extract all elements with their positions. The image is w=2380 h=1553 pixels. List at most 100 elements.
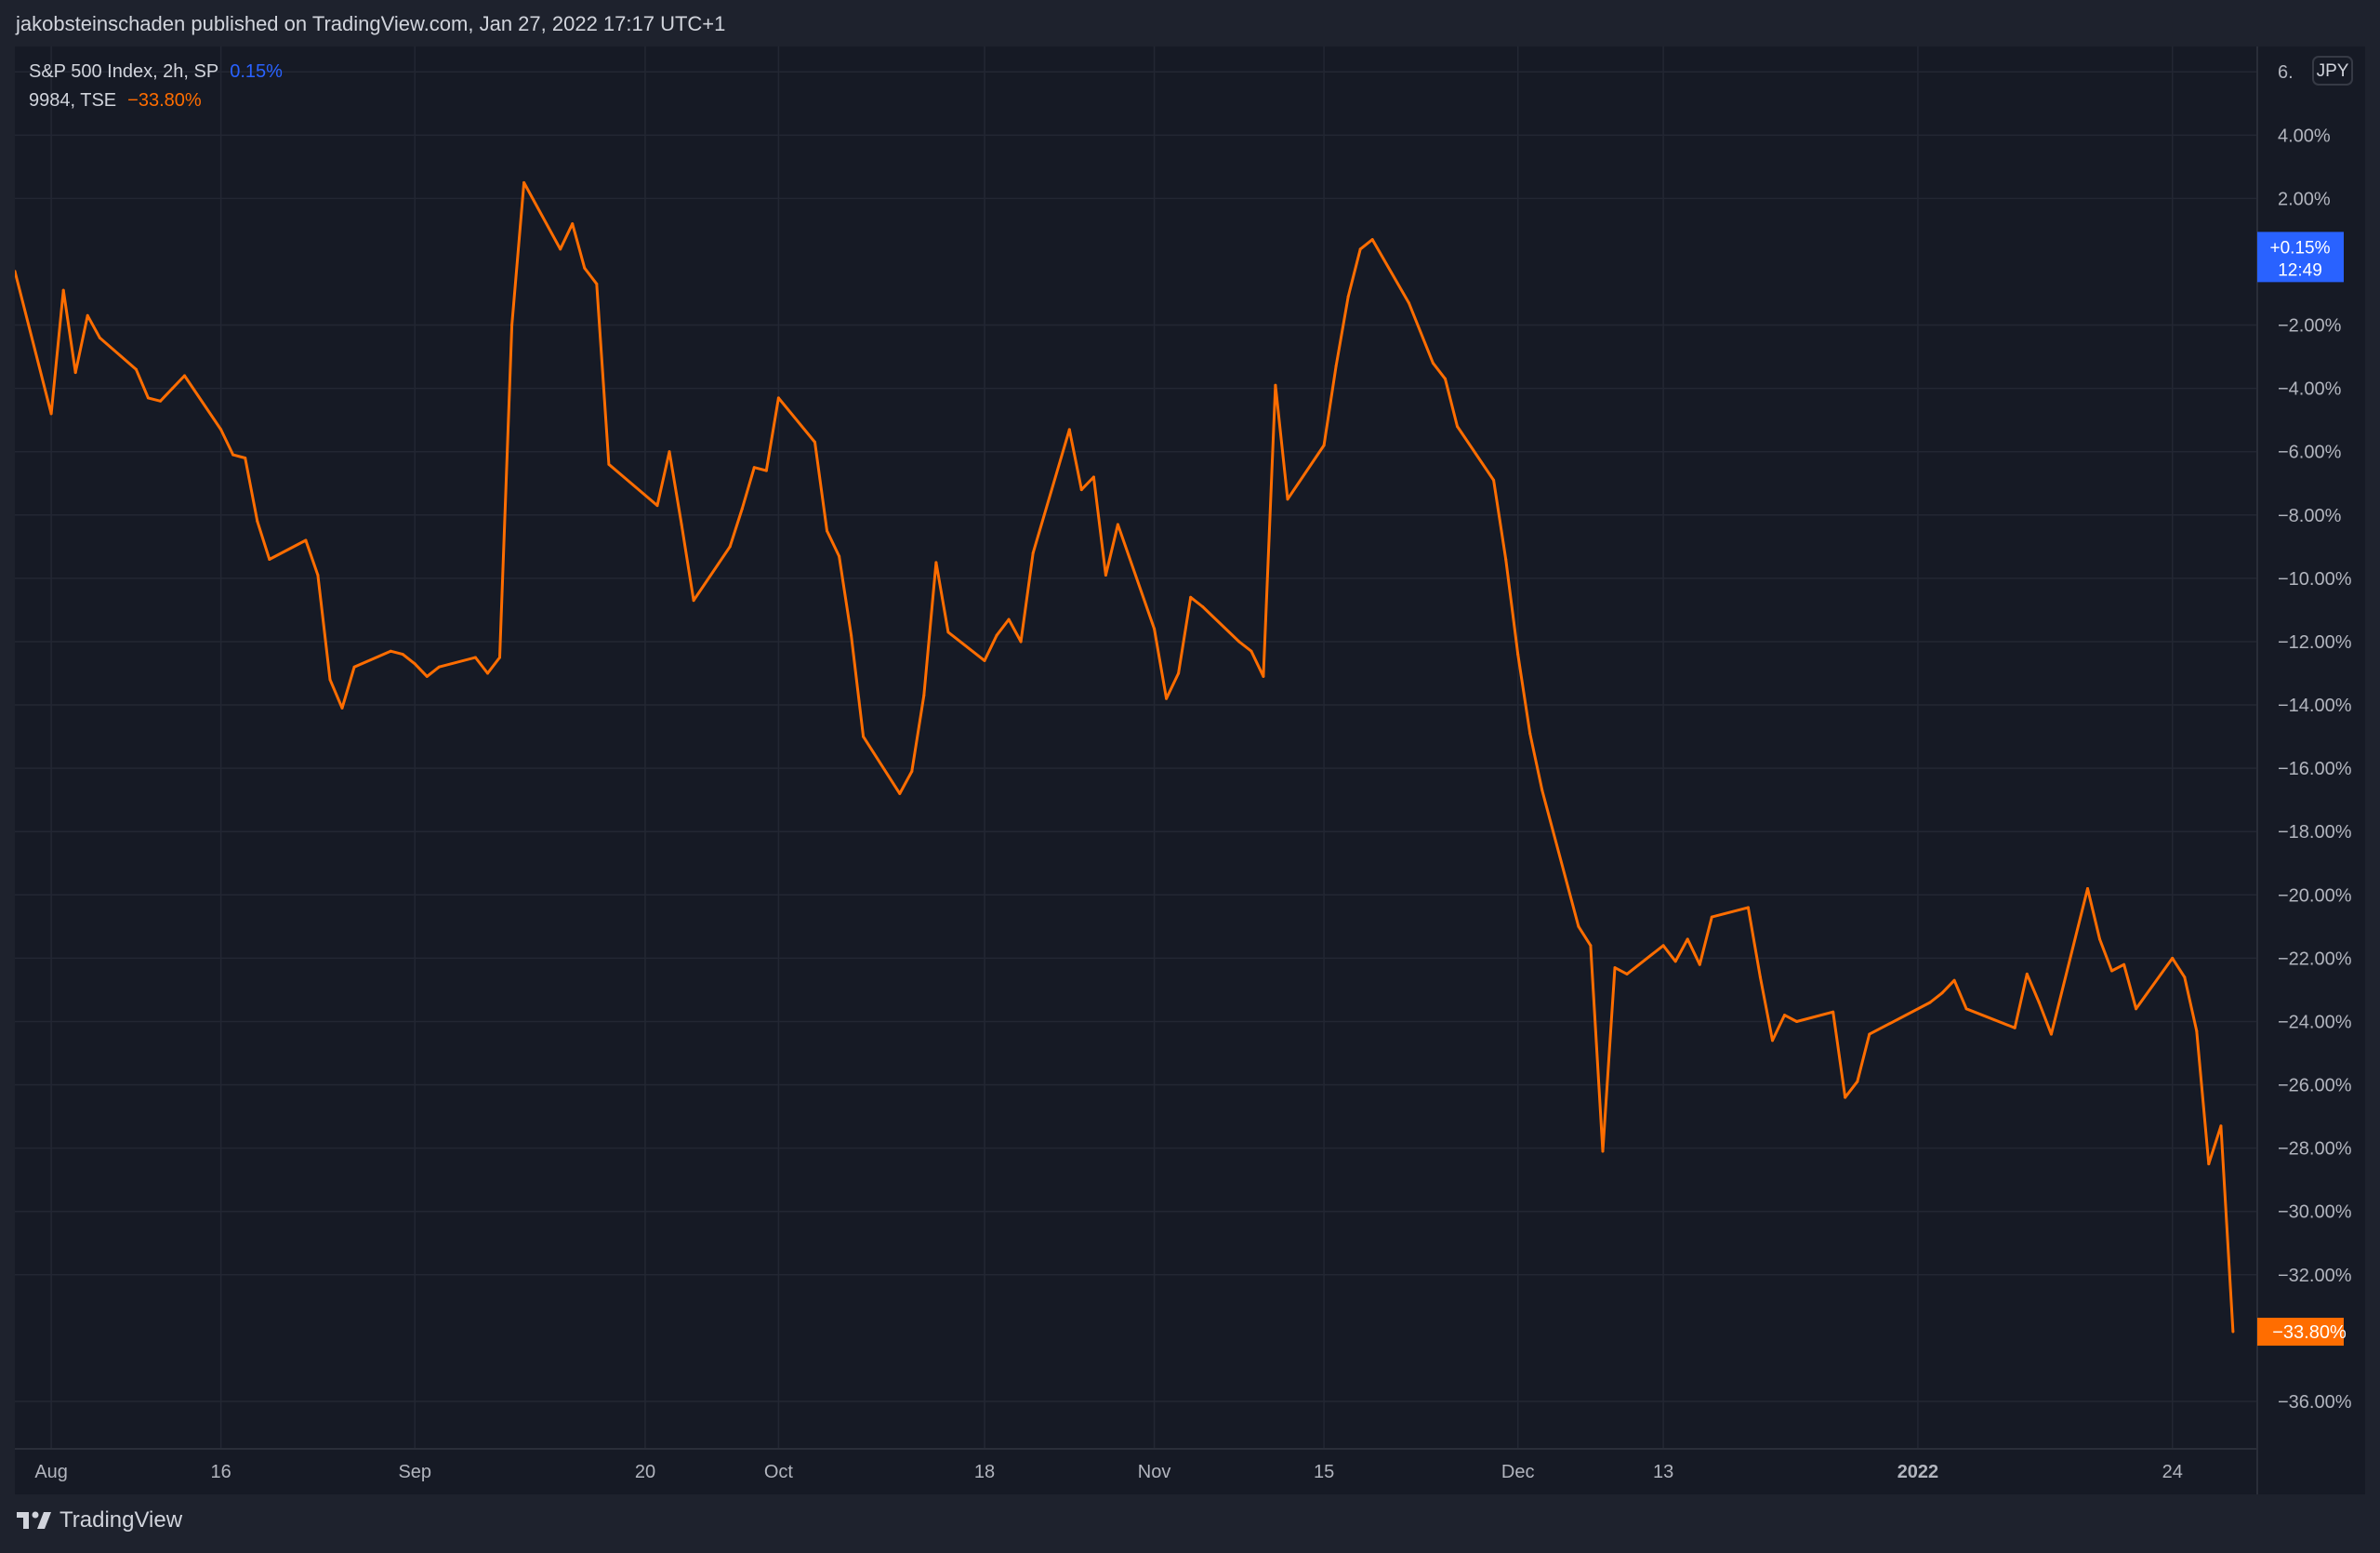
series-point <box>2110 969 2113 973</box>
currency-button-bg <box>2312 56 2353 86</box>
series-point <box>2098 937 2101 941</box>
series-point <box>946 630 950 634</box>
tradingview-logo-icon <box>17 1511 51 1529</box>
series-point <box>183 374 186 378</box>
series-point <box>1346 295 1350 299</box>
series-point <box>983 658 986 662</box>
series-point <box>2122 962 2126 966</box>
series-point <box>2195 1029 2199 1033</box>
series-point <box>2037 1001 2041 1004</box>
series-point <box>1771 1039 1774 1042</box>
series-point <box>1844 1095 1847 1099</box>
series-point <box>231 453 235 457</box>
tradingview-brand: TradingView <box>60 1507 183 1533</box>
series-point <box>607 462 611 466</box>
series-point <box>244 457 247 459</box>
series-point <box>1964 1007 1968 1011</box>
price-axis: 6. 4.00% 2.00% −2.00% −4.00% −6.00% −8.00% −10.… <box>2278 62 2352 1413</box>
price-label-text: −33.80% <box>2272 1322 2347 1343</box>
series-point <box>764 469 768 472</box>
price-labels: +0.15%12:49 −33.80% <box>2257 232 2347 1347</box>
series-point <box>1262 674 1265 678</box>
series-point <box>1504 558 1508 561</box>
y-tick-label: −36.00% <box>2278 1392 2352 1413</box>
chart-area[interactable]: 6. 4.00% 2.00% −2.00% −4.00% −6.00% −8.00% −10.… <box>13 46 2365 1494</box>
y-tick-label: −12.00% <box>2278 632 2352 653</box>
series-point <box>826 529 828 533</box>
tradingview-logo[interactable]: TradingView <box>17 1507 182 1533</box>
publish-info: jakobsteinschaden published on TradingVi… <box>16 12 726 35</box>
series-point <box>776 396 780 400</box>
legend-row-sp500[interactable]: S&P 500 Index, 2h, SP 0.15% <box>29 58 283 86</box>
series-point <box>2207 1162 2211 1166</box>
series-point <box>1601 1149 1605 1153</box>
price-label-text: +0.15% <box>2270 238 2331 258</box>
series-point <box>352 665 356 669</box>
series-point <box>401 653 404 657</box>
series-point <box>1189 595 1193 599</box>
series-point <box>922 694 926 697</box>
series-point <box>1286 498 1289 501</box>
price-label: +0.15%12:49 <box>2257 232 2344 283</box>
series-point <box>2171 956 2175 960</box>
series-point <box>1868 1032 1871 1036</box>
series-point <box>328 678 332 682</box>
series-point <box>2086 887 2089 890</box>
publish-header: jakobsteinschaden published on TradingVi… <box>0 0 2380 46</box>
series-point <box>1516 653 1520 657</box>
series-point <box>1952 978 1956 982</box>
y-tick-label: −10.00% <box>2278 569 2352 590</box>
series-point <box>728 545 732 549</box>
y-tick-label: −22.00% <box>2278 949 2352 969</box>
series-point <box>134 367 138 371</box>
series-point <box>2013 1026 2016 1029</box>
chart-svg[interactable]: 6. 4.00% 2.00% −2.00% −4.00% −6.00% −8.00% −10.… <box>13 46 2365 1494</box>
series-point <box>2183 976 2187 979</box>
x-tick-label: Oct <box>764 1462 794 1482</box>
series-point <box>1528 732 1532 736</box>
series-point <box>1783 1014 1786 1017</box>
series-layer <box>13 180 2235 1334</box>
legend-row-9984[interactable]: 9984, TSE −33.80% <box>29 86 283 115</box>
series-point <box>1686 937 1689 941</box>
series-point <box>389 649 392 653</box>
x-tick-label: Sep <box>398 1462 431 1482</box>
series-point <box>219 428 223 431</box>
series-point <box>1237 640 1241 644</box>
price-label-time: 12:49 <box>2278 260 2322 280</box>
y-tick-label: −24.00% <box>2278 1012 2352 1032</box>
y-tick-label: −26.00% <box>2278 1076 2352 1096</box>
series-point <box>1444 377 1447 380</box>
series-point <box>740 507 744 511</box>
series-point <box>1613 966 1617 970</box>
legend-series-name: 9984, TSE <box>29 90 117 111</box>
series-point <box>1407 301 1410 305</box>
series-point <box>49 412 53 416</box>
series-point <box>1577 924 1580 928</box>
series-point <box>268 558 271 561</box>
price-label-bg <box>2257 1318 2344 1347</box>
series-point <box>1067 428 1071 431</box>
series-point <box>1625 972 1629 976</box>
price-label: −33.80% <box>2257 1318 2347 1347</box>
series-point <box>1334 365 1338 368</box>
series-point <box>510 324 514 327</box>
series-point <box>1940 991 1944 995</box>
y-tick-label: −14.00% <box>2278 696 2352 716</box>
currency-button[interactable]: JPY <box>2312 56 2353 86</box>
x-tick-label: Aug <box>34 1462 68 1482</box>
price-label-bg <box>2257 232 2344 283</box>
series-point <box>1091 475 1095 479</box>
series-point <box>498 656 501 659</box>
series-point <box>850 633 853 637</box>
x-tick-label: 15 <box>1314 1462 1334 1482</box>
legend-series-value: 0.15% <box>230 61 283 82</box>
series-point <box>486 671 489 675</box>
grid-layer <box>15 46 2257 1449</box>
series-point <box>98 336 101 339</box>
y-tick-label: −30.00% <box>2278 1202 2352 1223</box>
series-point <box>1079 488 1083 492</box>
x-tick-label: 20 <box>635 1462 655 1482</box>
series-point <box>1673 960 1677 963</box>
series-point <box>1358 247 1362 251</box>
